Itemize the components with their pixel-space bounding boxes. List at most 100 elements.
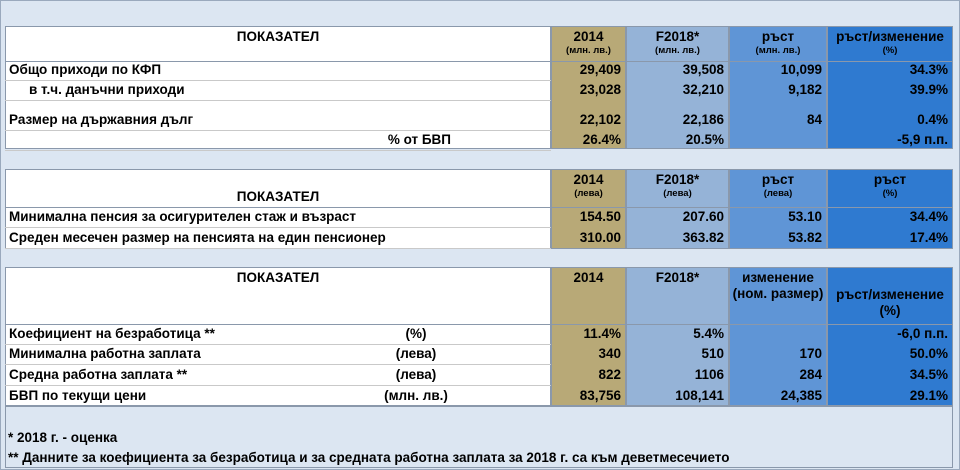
column-title: 2014	[573, 270, 604, 285]
cell-value: 108,141	[675, 388, 724, 403]
row-label: Размер на държавния дълг	[9, 112, 194, 127]
row-label: в т.ч. данъчни приходи	[29, 82, 185, 97]
row-line	[5, 364, 551, 365]
row-line	[5, 130, 551, 131]
column-title: F2018*	[655, 29, 700, 44]
cell-value: -6,0 п.п.	[897, 326, 948, 341]
column-unit: (млн. лв.)	[655, 45, 700, 56]
row-line	[5, 385, 551, 386]
column-bg	[827, 169, 953, 249]
column-bg	[551, 26, 626, 149]
cell-value: 822	[598, 367, 621, 382]
row-line	[5, 227, 551, 228]
column-unit: (лева)	[574, 188, 603, 199]
cell-value: 53.10	[788, 209, 822, 224]
header-line	[5, 207, 953, 208]
column-bg	[626, 26, 729, 149]
cell-value: 34.5%	[909, 367, 948, 382]
cell-value: 340	[598, 346, 621, 361]
cell-value: 207.60	[682, 209, 724, 224]
cell-value: 39.9%	[909, 82, 948, 97]
column-unit: (лева)	[763, 188, 793, 199]
row-unit: (%)	[405, 326, 427, 341]
cell-value: 50.0%	[909, 346, 948, 361]
row-label: Среден месечен размер на пенсията на еди…	[9, 230, 386, 245]
column-unit: (ном. размер)	[732, 286, 824, 301]
column-bg	[551, 267, 626, 406]
cell-value: 20.5%	[685, 132, 724, 147]
cell-value: 24,385	[780, 388, 822, 403]
row-unit: (млн. лв.)	[384, 388, 448, 403]
header-label: ПОКАЗАТЕЛ	[236, 270, 320, 285]
cell-value: 11.4%	[583, 326, 621, 341]
cell-value: 84	[806, 112, 822, 127]
header-label: ПОКАЗАТЕЛ	[236, 29, 320, 44]
column-bg	[729, 26, 827, 149]
header-line	[5, 324, 953, 325]
column-bg	[729, 267, 827, 406]
column-bg	[626, 169, 729, 249]
cell-value: 53.82	[788, 230, 822, 245]
row-label: Средна работна заплата **	[9, 367, 188, 382]
row-line	[5, 150, 551, 151]
column-bg	[729, 169, 827, 249]
row-label: Минимална работна заплата	[9, 346, 201, 361]
cell-value: 1106	[694, 367, 724, 382]
column-bg	[5, 26, 551, 149]
column-bg	[551, 169, 626, 249]
row-unit: (лева)	[395, 367, 437, 382]
column-title: ръст	[761, 172, 795, 187]
column-title: F2018*	[655, 270, 700, 285]
cell-value: 39,508	[682, 62, 724, 77]
column-title: F2018*	[655, 172, 700, 187]
row-line	[5, 248, 551, 249]
footnote: * 2018 г. - оценка	[8, 430, 118, 445]
cell-value: -5,9 п.п.	[897, 132, 948, 147]
row-line	[5, 100, 551, 101]
cell-value: 154.50	[579, 209, 621, 224]
header-line	[5, 61, 953, 62]
column-title: 2014	[573, 172, 604, 187]
column-bg	[5, 267, 551, 406]
cell-value: 29.1%	[909, 388, 948, 403]
cell-value: 26.4%	[582, 132, 621, 147]
column-title: ръст/изменение	[836, 29, 944, 44]
row-label: Минимална пенсия за осигурителен стаж и …	[9, 209, 357, 224]
header-label: ПОКАЗАТЕЛ	[236, 189, 320, 204]
cell-value: 22,102	[579, 112, 621, 127]
cell-value: 22,186	[682, 112, 724, 127]
cell-value: 170	[799, 346, 822, 361]
cell-value: 284	[799, 367, 822, 382]
footnote: ** Данните за коефициента за безработица…	[8, 450, 730, 465]
cell-value: 29,409	[579, 62, 621, 77]
row-label: % от БВП	[387, 132, 451, 147]
cell-value: 34.4%	[909, 209, 948, 224]
row-label: Коефициент на безработица **	[9, 326, 215, 341]
column-title: изменение	[742, 270, 814, 285]
column-bg	[626, 267, 729, 406]
cell-value: 0.4%	[917, 112, 948, 127]
column-title: 2014	[573, 29, 604, 44]
cell-value: 310.00	[579, 230, 621, 245]
column-unit: (%)	[882, 45, 898, 56]
cell-value: 10,099	[780, 62, 822, 77]
column-bg	[827, 267, 953, 406]
column-unit: (млн. лв.)	[755, 45, 801, 56]
footnote-box	[5, 406, 953, 468]
cell-value: 83,756	[579, 388, 621, 403]
cell-value: 5.4%	[693, 326, 724, 341]
cell-value: 17.4%	[909, 230, 948, 245]
column-title: ръст	[873, 172, 907, 187]
column-unit: (%)	[879, 303, 901, 318]
column-unit: (%)	[882, 188, 898, 199]
cell-value: 363.82	[682, 230, 724, 245]
row-label: Общо приходи по КФП	[9, 62, 162, 77]
column-unit: (лева)	[663, 188, 692, 199]
cell-value: 9,182	[788, 82, 822, 97]
column-title: ръст/изменение	[836, 287, 944, 302]
row-unit: (лева)	[395, 346, 437, 361]
cell-value: 32,210	[682, 82, 724, 97]
cell-value: 510	[701, 346, 724, 361]
row-line	[5, 80, 551, 81]
